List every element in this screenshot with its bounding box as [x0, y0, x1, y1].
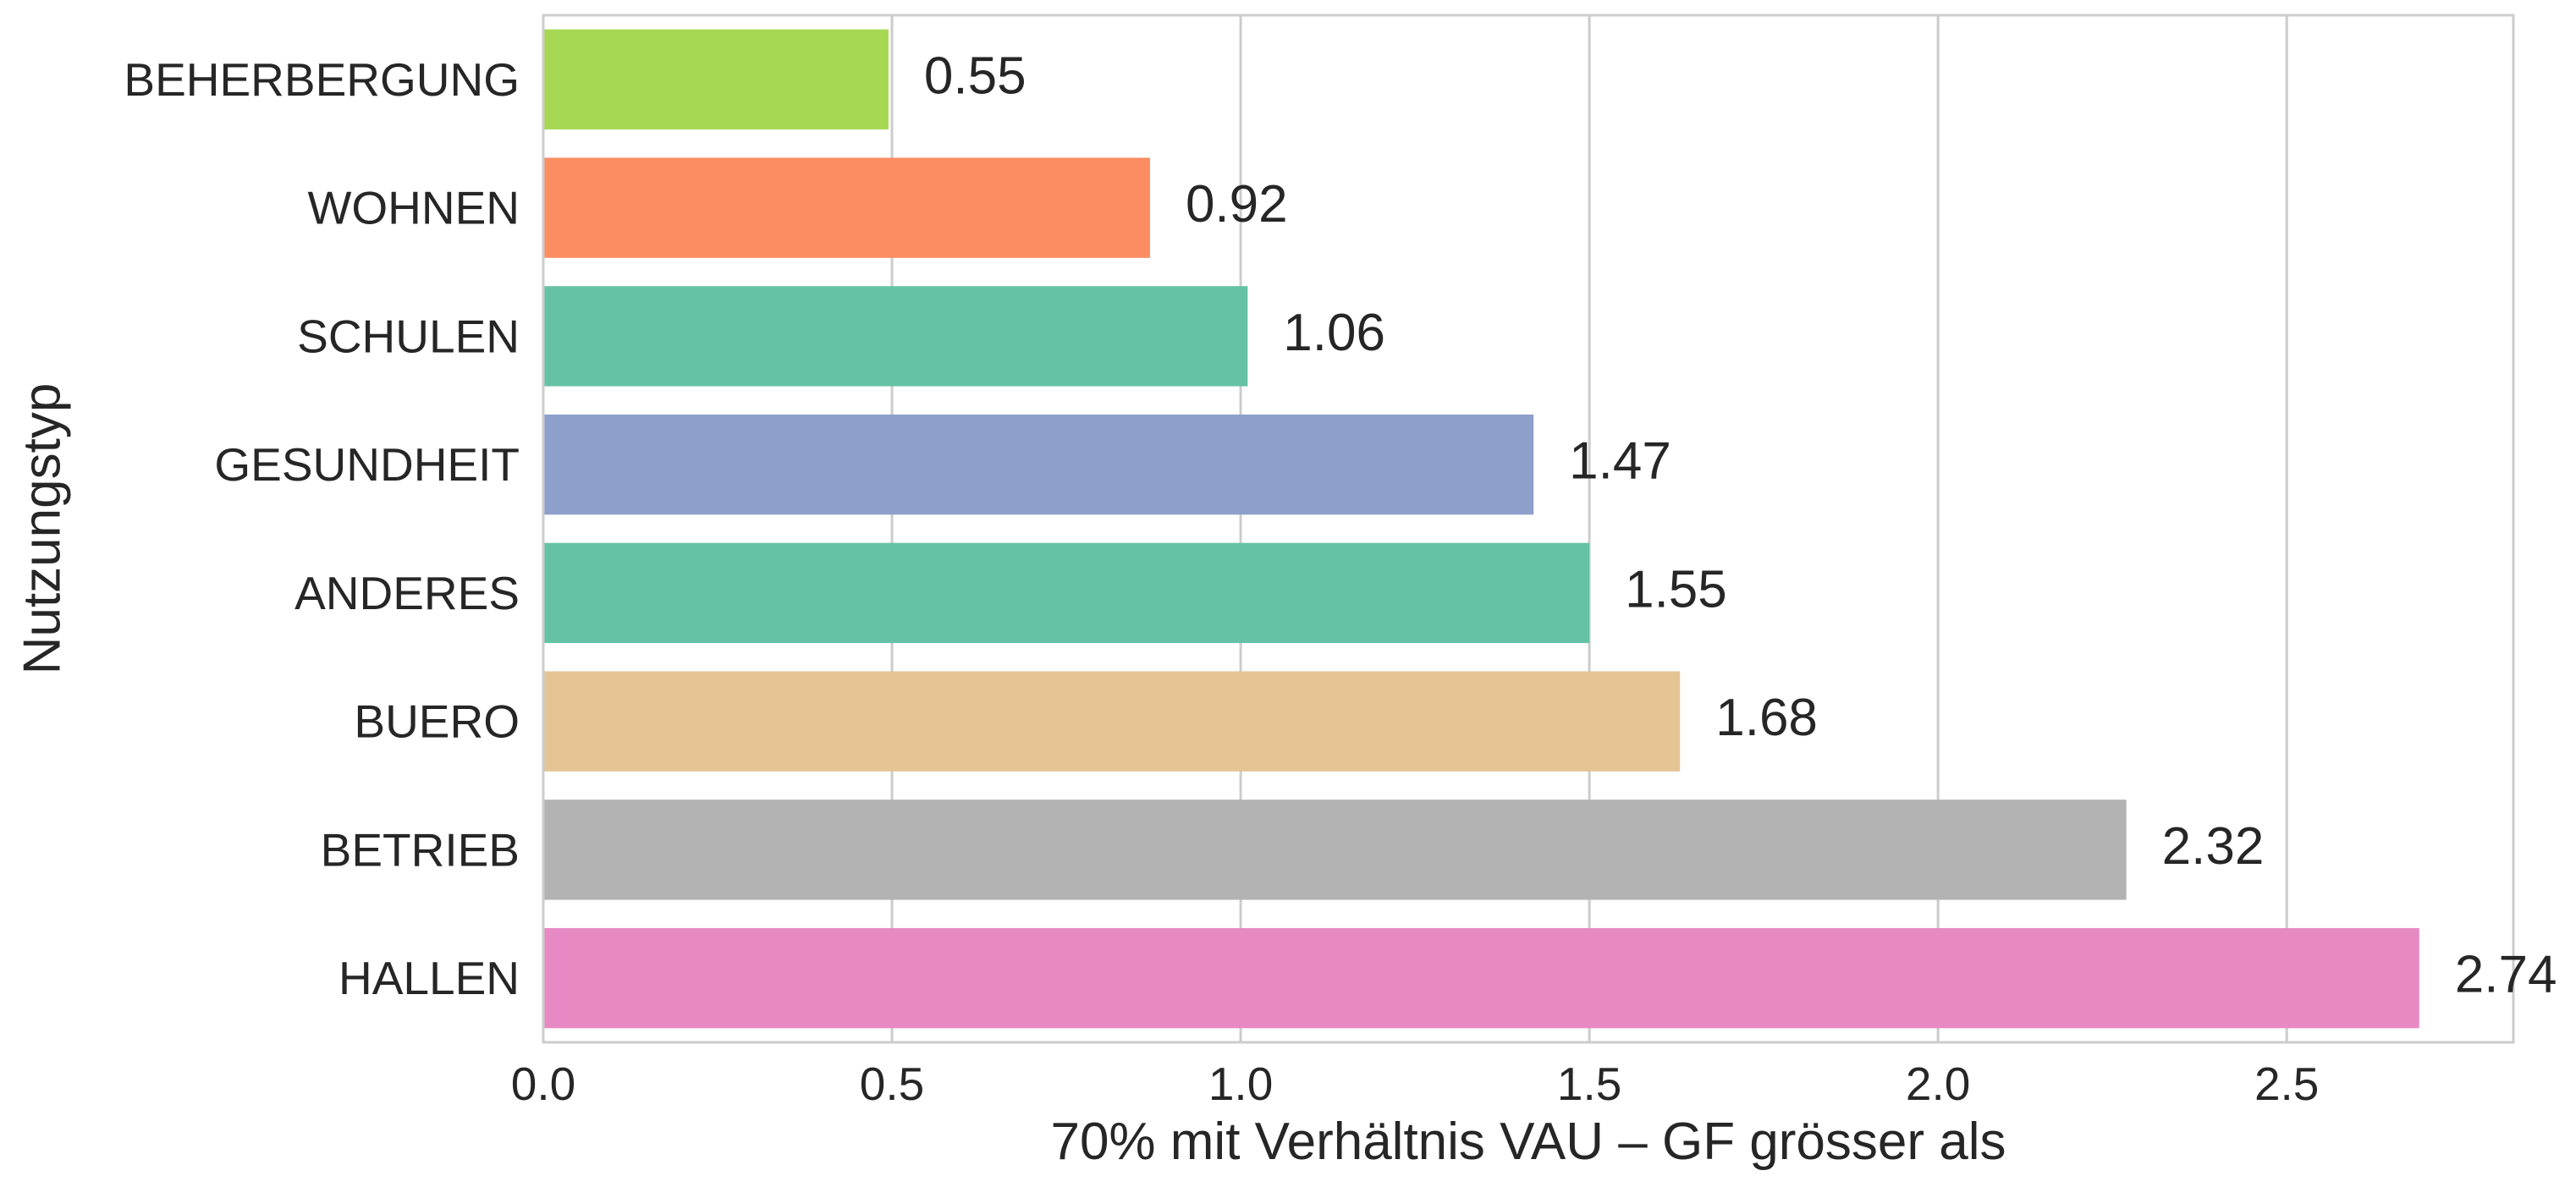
y-tick-label: ANDERES: [294, 567, 520, 619]
data-label: 1.06: [1283, 304, 1385, 362]
x-tick-label: 0.0: [511, 1058, 575, 1110]
bar: [543, 414, 1534, 515]
bar: [543, 671, 1681, 772]
data-label: 2.32: [2162, 817, 2265, 876]
data-label: 1.47: [1569, 432, 1671, 491]
data-label: 1.68: [1715, 689, 1818, 747]
data-label: 0.55: [924, 47, 1027, 105]
labels: 0.0 0.5 1.0 1.5 2.0 2.5 BEHERBERGUNG 0.55 WOHNEN…: [124, 47, 2557, 1110]
x-tick-label: 2.5: [2254, 1058, 2319, 1110]
bar: [543, 800, 2127, 900]
bar: [543, 29, 889, 130]
y-tick-label: GESUNDHEIT: [214, 438, 520, 491]
x-tick-label: 0.5: [860, 1058, 924, 1110]
bar: [543, 286, 1248, 387]
x-tick-label: 1.5: [1557, 1058, 1621, 1110]
y-tick-label: BUERO: [354, 695, 520, 748]
bar: [543, 927, 2419, 1029]
data-label: 0.92: [1186, 175, 1288, 234]
y-tick-label: BETRIEB: [321, 823, 520, 876]
y-tick-label: WOHNEN: [307, 182, 520, 234]
bars: [543, 29, 2419, 1029]
x-tick-label: 1.0: [1208, 1058, 1273, 1110]
bar: [543, 157, 1150, 258]
y-tick-label: HALLEN: [339, 952, 520, 1004]
data-label: 1.55: [1625, 560, 1727, 618]
data-label: 2.74: [2455, 946, 2557, 1004]
x-axis-title: 70% mit Verhältnis VAU – GF grösser als: [1050, 1113, 2006, 1171]
y-axis-title: Nutzungstyp: [14, 383, 72, 675]
plot-frame: [542, 14, 2515, 1044]
y-tick-label: SCHULEN: [297, 310, 520, 362]
x-tick-label: 2.0: [1906, 1058, 1970, 1110]
bar: [543, 542, 1590, 644]
y-tick-label: BEHERBERGUNG: [124, 53, 520, 106]
